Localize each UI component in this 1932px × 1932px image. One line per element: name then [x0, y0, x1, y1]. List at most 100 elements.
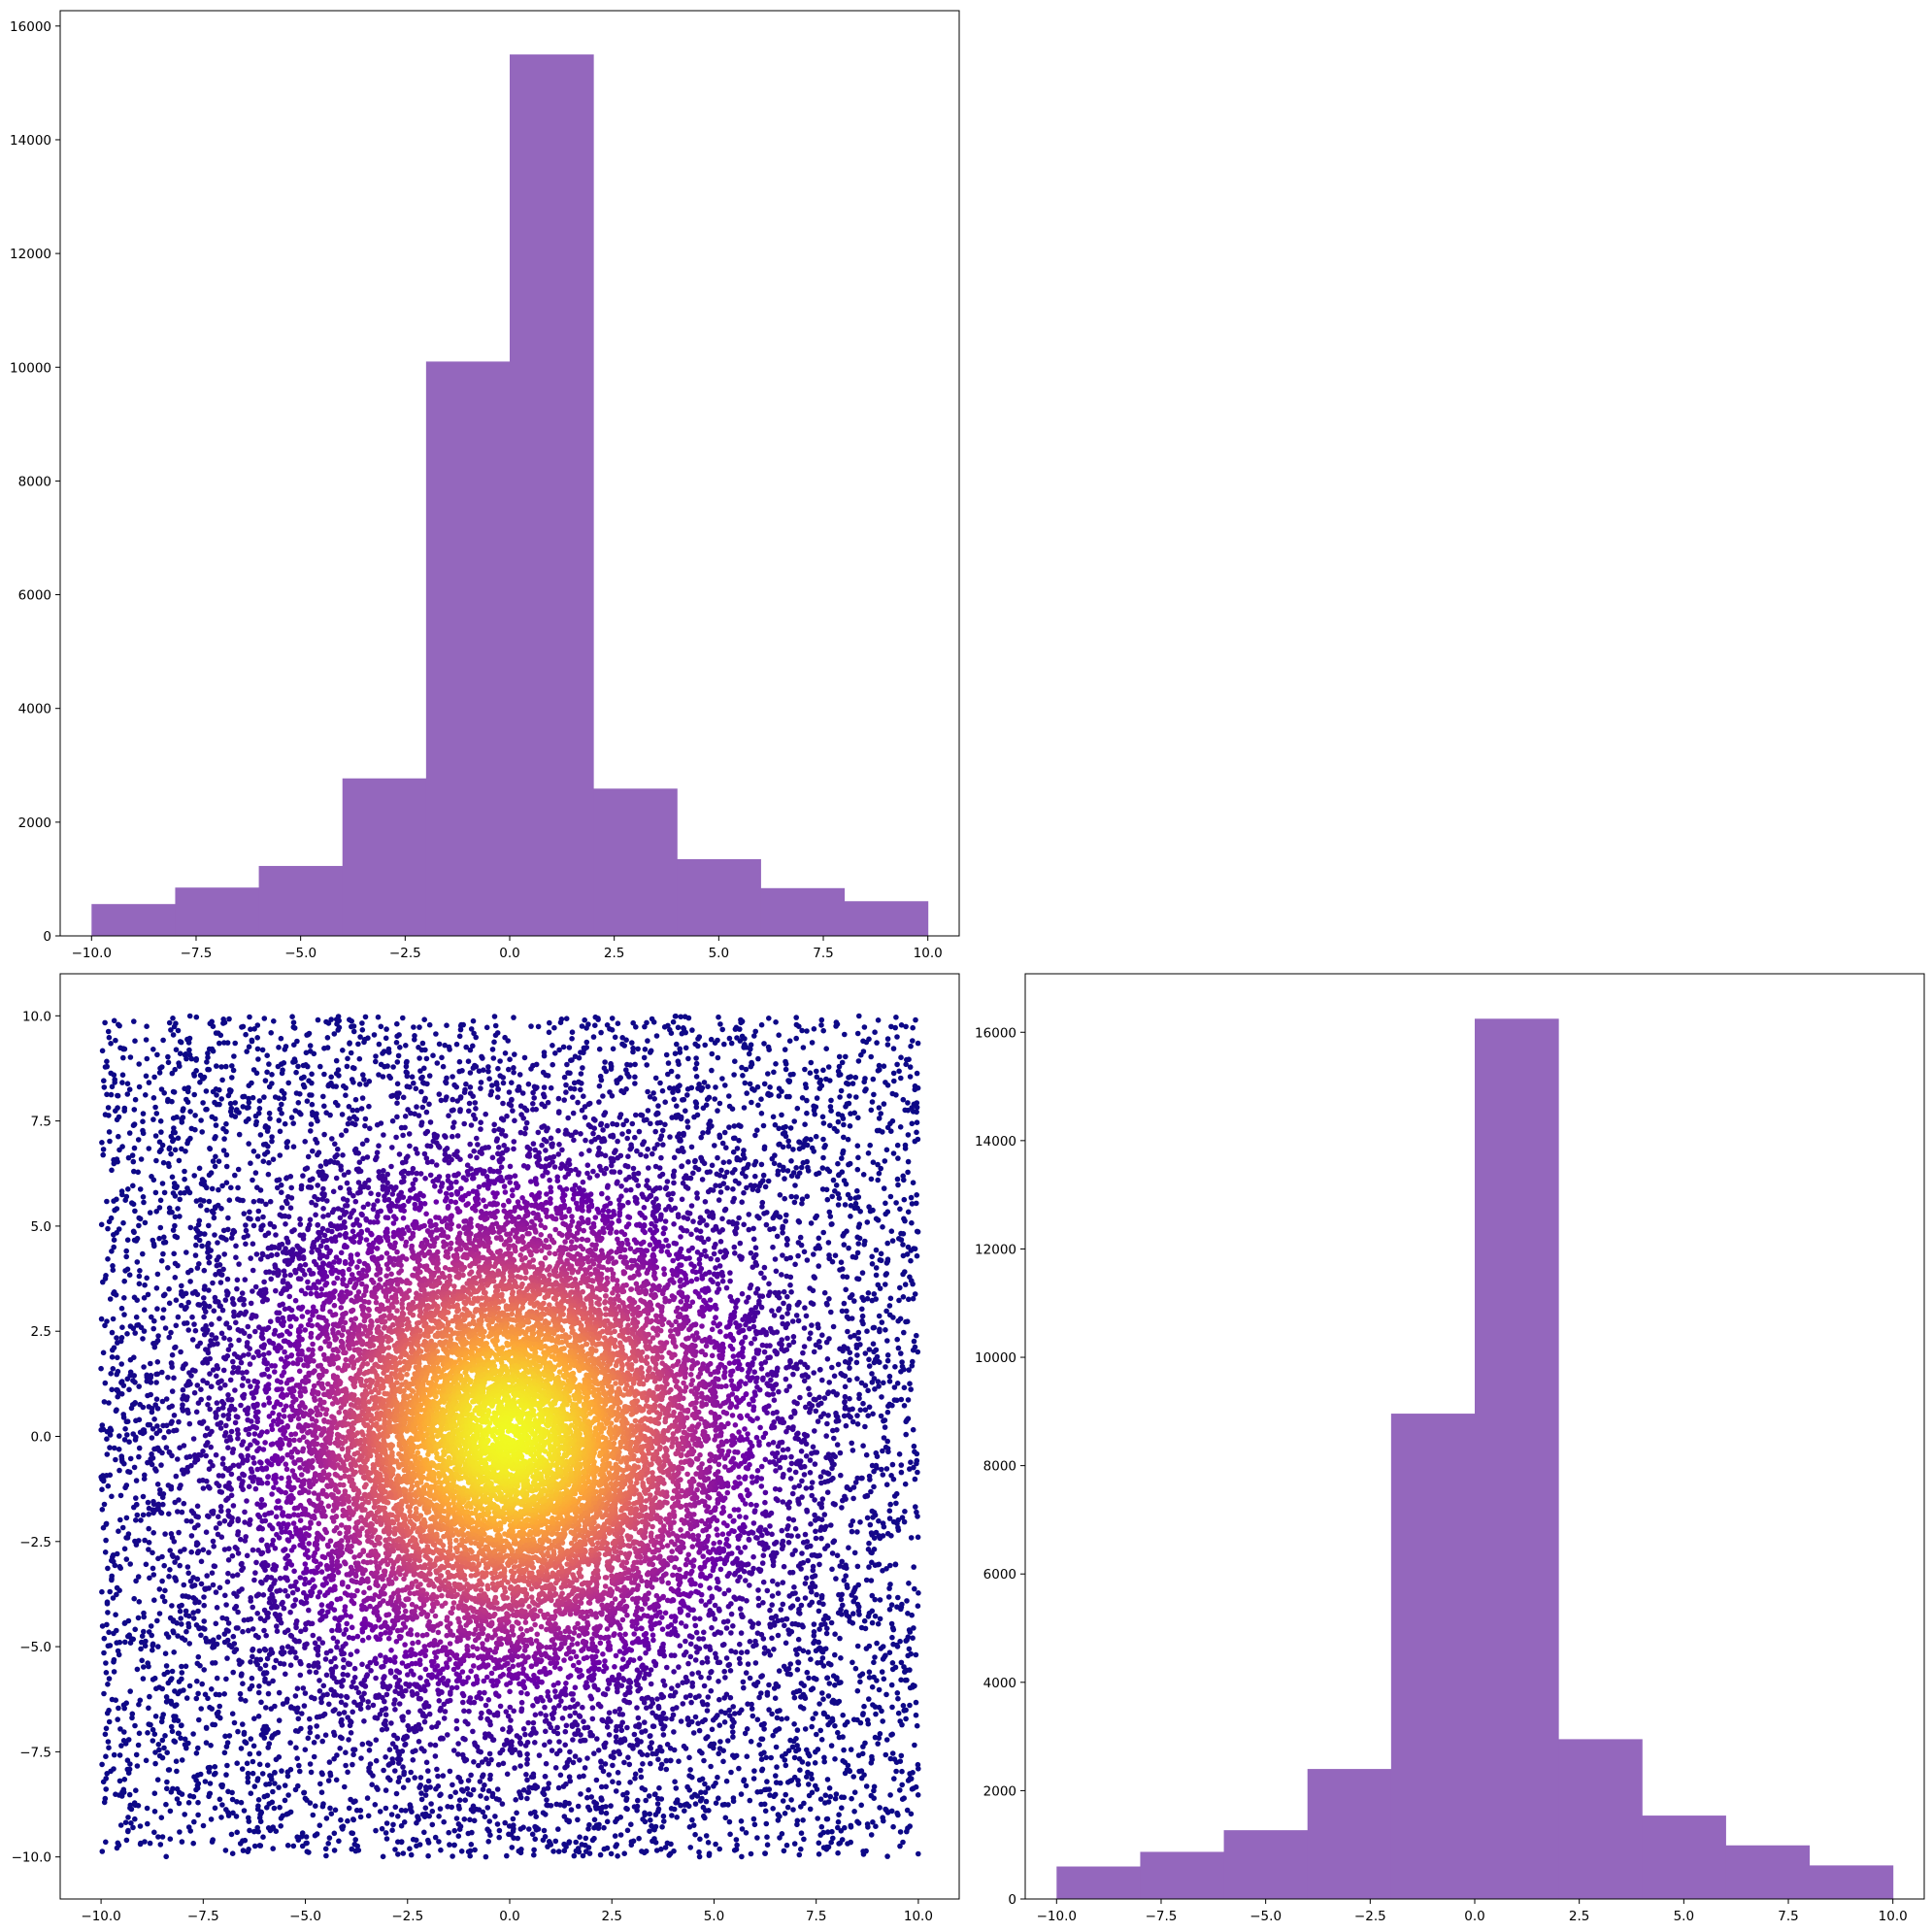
scatter-point	[300, 1173, 306, 1179]
scatter-point	[870, 1099, 876, 1105]
scatter-point	[901, 1294, 907, 1300]
scatter-point	[846, 1137, 851, 1143]
scatter-point	[247, 1044, 252, 1049]
scatter-point	[877, 1805, 883, 1811]
scatter-point	[125, 1267, 131, 1273]
scatter-point	[153, 1380, 159, 1385]
scatter-point	[602, 1059, 608, 1065]
scatter-point	[198, 1117, 204, 1123]
scatter-point	[373, 1053, 379, 1059]
scatter-point	[173, 1148, 179, 1153]
scatter-point	[855, 1564, 861, 1570]
scatter-point	[471, 1804, 477, 1810]
scatter-point	[123, 1254, 129, 1260]
scatter-point	[739, 1708, 745, 1714]
scatter-point	[783, 1061, 789, 1067]
scatter-point	[222, 1593, 228, 1599]
scatter-point	[796, 1563, 802, 1569]
scatter-point	[871, 1325, 877, 1331]
scatter-point	[134, 1502, 140, 1508]
scatter-point	[212, 1308, 217, 1314]
scatter-point	[263, 1633, 269, 1639]
scatter-point	[814, 1134, 819, 1140]
scatter-point	[759, 1722, 765, 1728]
scatter-point	[349, 1018, 354, 1024]
scatter-point	[697, 1854, 703, 1860]
scatter-point	[860, 1401, 866, 1407]
scatter-point	[742, 1777, 748, 1782]
scatter-point	[885, 1352, 891, 1358]
scatter-point	[418, 1746, 424, 1751]
scatter-point	[721, 1160, 727, 1166]
scatter-point	[469, 1842, 475, 1848]
scatter-point	[182, 1547, 187, 1552]
scatter-point	[908, 1386, 914, 1392]
scatter-point	[843, 1406, 849, 1412]
scatter-point	[175, 1796, 181, 1802]
scatter-point	[627, 1780, 633, 1785]
scatter-point	[395, 1095, 401, 1101]
scatter-point	[322, 1176, 328, 1182]
scatter-point	[119, 1306, 125, 1312]
scatter-point	[771, 1115, 777, 1120]
scatter-point	[783, 1067, 789, 1073]
scatter-point	[269, 1072, 275, 1078]
scatter-point	[223, 1237, 229, 1243]
scatter-point	[814, 1592, 819, 1598]
scatter-point	[776, 1142, 782, 1148]
scatter-point	[606, 1772, 612, 1778]
scatter-point	[208, 1781, 214, 1786]
scatter-point	[250, 1039, 255, 1045]
scatter-point	[796, 1318, 802, 1324]
scatter-point	[252, 1783, 258, 1789]
scatter-point	[874, 1641, 880, 1647]
scatter-point	[420, 1105, 426, 1111]
scatter-point	[350, 1710, 355, 1715]
scatter-point	[170, 1729, 176, 1735]
scatter-point	[765, 1842, 771, 1848]
scatter-point	[424, 1760, 430, 1766]
scatter-point	[235, 1610, 241, 1616]
scatter-point	[824, 1340, 830, 1346]
scatter-point	[257, 1098, 263, 1104]
scatter-point	[123, 1249, 129, 1254]
scatter-point	[170, 1175, 176, 1181]
scatter-point	[770, 1806, 776, 1812]
scatter-point	[211, 1637, 217, 1643]
scatter-point	[167, 1020, 173, 1026]
scatter-point	[616, 1770, 621, 1776]
scatter-point	[815, 1815, 820, 1821]
scatter-point	[543, 1774, 549, 1780]
scatter-point	[466, 1778, 472, 1783]
scatter-point	[818, 1536, 824, 1542]
scatter-point	[831, 1389, 837, 1395]
scatter-point	[394, 1034, 400, 1040]
scatter-point	[153, 1158, 159, 1164]
scatter-point	[829, 1567, 835, 1573]
scatter-point	[362, 1123, 368, 1129]
scatter-point	[786, 1593, 792, 1599]
scatter-point	[160, 1712, 166, 1717]
scatter-point	[831, 1324, 837, 1330]
scatter-point	[103, 1776, 109, 1782]
scatter-point	[386, 1049, 392, 1055]
scatter-point	[309, 1184, 315, 1190]
scatter-point	[848, 1196, 853, 1202]
scatter-point	[861, 1242, 867, 1248]
scatter-point	[706, 1189, 712, 1195]
scatter-point	[160, 1181, 166, 1186]
scatter-point	[292, 1025, 298, 1031]
scatter-point	[219, 1782, 225, 1788]
scatter-point	[788, 1194, 794, 1200]
scatter-point	[871, 1077, 877, 1083]
scatter-point	[884, 1241, 890, 1247]
scatter-point	[195, 1382, 201, 1388]
scatter-point	[433, 1835, 439, 1841]
scatter-point	[154, 1618, 160, 1624]
scatter-point	[860, 1039, 866, 1045]
scatter-point	[316, 1017, 321, 1023]
scatter-point	[149, 1623, 154, 1629]
scatter-point	[104, 1726, 110, 1732]
scatter-point	[326, 1778, 332, 1783]
scatter-point	[849, 1441, 854, 1447]
